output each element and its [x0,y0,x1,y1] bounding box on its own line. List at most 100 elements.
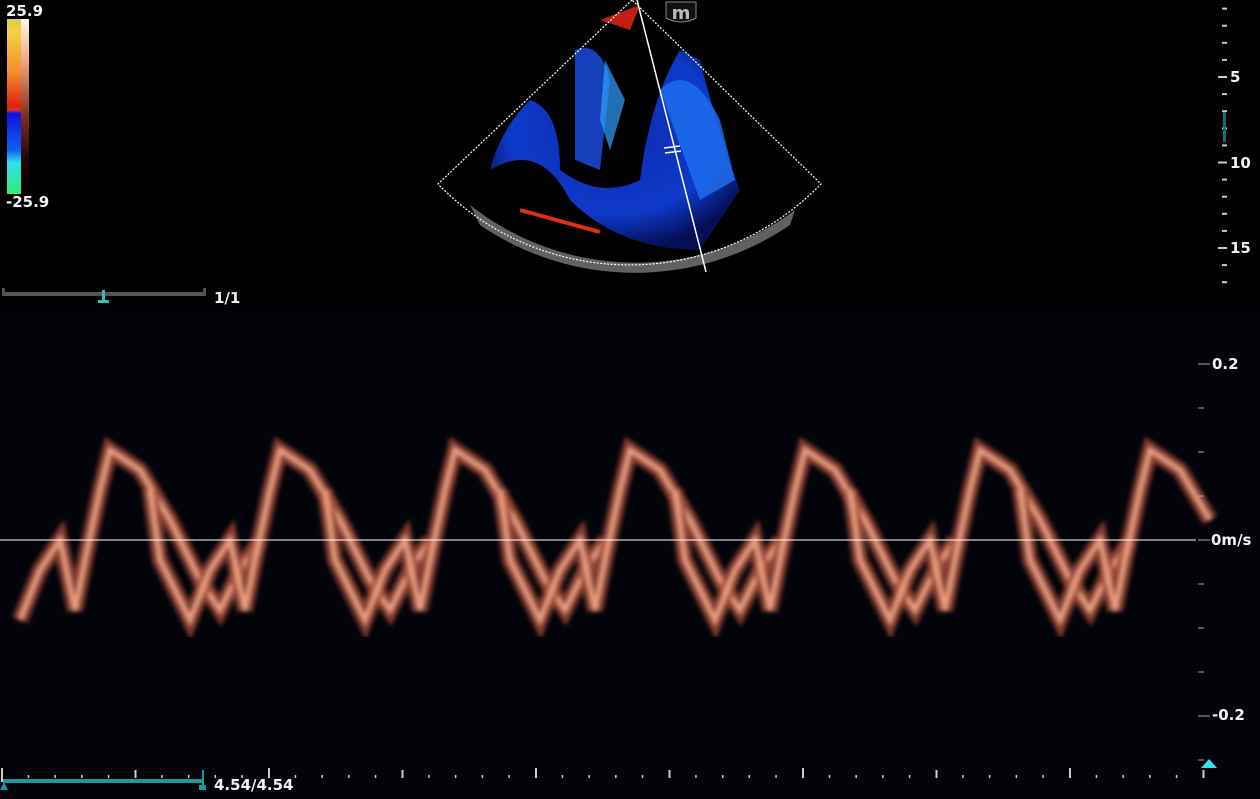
time-tick [107,775,110,778]
time-tick [1149,775,1151,778]
velocity-tick [1198,759,1204,761]
velocity-tick [1198,583,1204,585]
color-bar-max: 25.9 [6,2,44,20]
color-bar-min: -25.9 [6,193,50,211]
depth-tick [1222,93,1227,96]
time-tick [1175,775,1178,778]
depth-label-5: 5 [1230,68,1241,86]
velocity-label-pos: 0.2 [1212,355,1239,373]
time-tick [268,768,270,778]
svg-text:m: m [672,3,691,24]
cine-end-handle[interactable] [202,770,204,790]
velocity-tick [1198,671,1204,673]
trace-beat [1017,445,1213,627]
depth-tick [1218,76,1227,78]
depth-tick [1218,247,1227,249]
focus-marker[interactable] [1223,112,1226,142]
cine-handle-top[interactable] [102,290,105,301]
time-tick [615,775,617,778]
depth-tick [1222,195,1227,198]
time-tick [1042,775,1044,778]
trace-beat [17,445,263,621]
time-tick [962,775,964,778]
velocity-tick [1198,715,1210,717]
depth-tick [1222,58,1227,61]
time-tick [1015,775,1018,778]
velocity-tick [1198,407,1204,409]
trace-beat-band [317,437,612,640]
depth-tick [1222,7,1227,10]
time-tick [161,775,163,778]
time-tick [721,775,724,778]
depth-tick [1222,144,1227,147]
time-tick [1122,775,1124,778]
cine-frame-counter: 1/1 [214,289,241,307]
cine-time-counter: 4.54/4.54 [214,776,294,794]
time-tick [187,775,190,778]
velocity-trace [12,437,1217,640]
depth-tick [1222,212,1227,215]
time-tick [294,775,297,778]
depth-tick [1222,178,1227,181]
time-scale [1,768,1205,778]
velocity-label-neg: -0.2 [1212,706,1245,724]
time-tick [882,775,884,778]
time-tick [134,770,137,778]
logo-badge: m [665,1,697,24]
time-tick [828,775,831,778]
velocity-label-zero: 0m/s [1211,531,1252,549]
m-mode-cursor-line [636,0,707,273]
time-tick [214,775,217,778]
depth-tick [1222,229,1227,232]
time-tick [481,775,484,778]
time-tick [1202,770,1205,778]
time-tick [641,775,644,778]
depth-tick [1222,110,1227,113]
depth-tick [1222,41,1227,44]
time-tick [1095,775,1098,778]
time-tick [348,775,350,778]
time-tick [374,775,377,778]
depth-tick [1222,281,1227,284]
time-tick [54,775,56,778]
time-tick [428,775,430,778]
time-tick [802,768,804,778]
trace-beat-band [842,437,1137,640]
time-tick [695,775,697,778]
doppler-spectrum: 0.2 0m/s -0.2 4.54/4.54 [0,310,1260,799]
trace-beat-band [142,437,437,640]
time-tick [321,775,323,778]
depth-label-15: 15 [1230,239,1251,257]
time-tick [561,775,564,778]
time-tick [588,775,590,778]
time-tick [935,770,938,778]
baseline-marker-icon[interactable] [1201,759,1217,768]
depth-label-10: 10 [1230,154,1251,172]
time-tick [1069,768,1071,778]
cine-start-handle[interactable] [0,782,8,790]
velocity-tick [1198,539,1210,541]
time-tick [668,770,671,778]
cine-scrollbar-bottom[interactable] [3,779,202,783]
depth-tick [1222,24,1227,27]
velocity-tick [1198,627,1204,629]
time-tick [855,775,857,778]
depth-tick [1222,264,1227,267]
time-tick [535,768,537,778]
velocity-tick [1198,363,1210,365]
trace-beat-band [492,437,787,640]
time-tick [454,775,457,778]
color-bar-power [21,19,29,194]
velocity-scale [1198,363,1210,761]
time-tick [27,775,30,778]
depth-tick [1218,161,1227,164]
time-tick [241,775,243,778]
time-tick [908,775,911,778]
time-tick [775,775,777,778]
time-tick [401,770,404,778]
sector-image: m [2,0,1227,303]
trace-beat [847,445,1133,627]
velocity-tick [1198,451,1204,453]
time-tick [508,775,510,778]
time-tick [81,775,83,778]
